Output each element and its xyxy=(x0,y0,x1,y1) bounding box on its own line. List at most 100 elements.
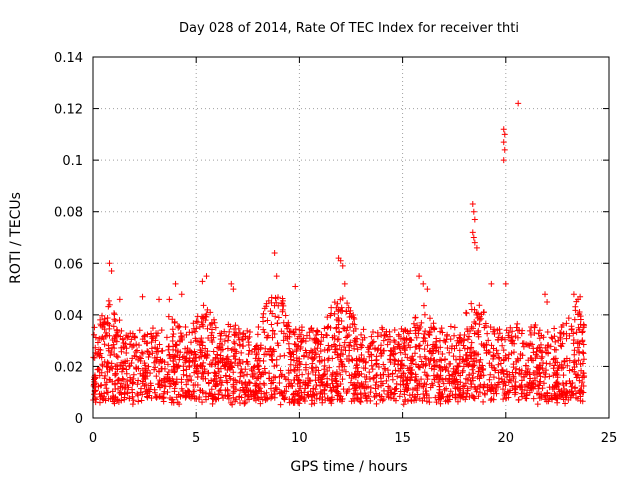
roti-point xyxy=(210,348,217,355)
roti-point xyxy=(471,318,478,325)
roti-point xyxy=(126,395,133,402)
roti-point xyxy=(129,379,136,386)
roti-point xyxy=(190,325,197,332)
x-tick-label: 10 xyxy=(291,431,308,446)
roti-point xyxy=(556,363,563,370)
roti-point xyxy=(310,385,317,392)
roti-point xyxy=(354,368,361,375)
roti-point xyxy=(387,339,394,346)
roti-point xyxy=(565,315,572,322)
roti-point xyxy=(490,374,497,381)
roti-point xyxy=(421,380,428,387)
roti-point xyxy=(459,393,466,400)
roti-point xyxy=(539,348,546,355)
roti-point xyxy=(416,381,423,388)
roti-point xyxy=(208,386,215,393)
roti-point xyxy=(294,380,301,387)
roti-point xyxy=(346,386,353,393)
roti-point xyxy=(404,387,411,394)
roti-point xyxy=(366,353,373,360)
roti-point xyxy=(118,368,125,375)
roti-point xyxy=(476,375,483,382)
roti-point xyxy=(351,345,358,352)
roti-point xyxy=(243,358,250,365)
roti-point xyxy=(267,385,274,392)
roti-point xyxy=(107,352,114,359)
roti-point xyxy=(324,324,331,331)
roti-point xyxy=(236,336,243,343)
roti-point xyxy=(437,372,444,379)
roti-point xyxy=(437,364,444,371)
roti-point xyxy=(257,371,264,378)
roti-point xyxy=(530,345,537,352)
roti-point xyxy=(477,382,484,389)
roti-point xyxy=(566,332,573,339)
roti-point xyxy=(104,332,111,339)
roti-point xyxy=(560,372,567,379)
roti-point xyxy=(329,355,336,362)
roti-point xyxy=(279,295,286,302)
roti-point xyxy=(459,367,466,374)
roti-point xyxy=(502,395,509,402)
roti-peak-point xyxy=(228,280,235,287)
roti-point xyxy=(424,342,431,349)
roti-point xyxy=(566,367,573,374)
roti-point xyxy=(514,334,521,341)
roti-point xyxy=(190,320,197,327)
roti-point xyxy=(270,373,277,380)
roti-point xyxy=(469,363,476,370)
roti-point xyxy=(173,379,180,386)
roti-point xyxy=(490,345,497,352)
roti-point xyxy=(115,385,122,392)
roti-point xyxy=(452,384,459,391)
roti-point xyxy=(201,366,208,373)
roti-point xyxy=(243,387,250,394)
roti-point xyxy=(573,329,580,336)
roti-point xyxy=(321,386,328,393)
roti-point xyxy=(313,328,320,335)
roti-point xyxy=(294,335,301,342)
roti-point xyxy=(241,400,248,407)
roti-point xyxy=(190,357,197,364)
roti-point xyxy=(392,385,399,392)
roti-point xyxy=(358,331,365,338)
roti-point xyxy=(224,337,231,344)
roti-point xyxy=(572,390,579,397)
roti-point xyxy=(539,365,546,372)
roti-point xyxy=(199,399,206,406)
roti-point xyxy=(527,375,534,382)
roti-point xyxy=(361,355,368,362)
roti-point xyxy=(168,396,175,403)
roti-point xyxy=(579,328,586,335)
roti-point xyxy=(340,386,347,393)
roti-point xyxy=(423,398,430,405)
roti-point xyxy=(545,350,552,357)
roti-point xyxy=(244,393,251,400)
roti-point xyxy=(296,366,303,373)
roti-point xyxy=(368,333,375,340)
roti-point xyxy=(201,352,208,359)
roti-point xyxy=(280,330,287,337)
roti-point xyxy=(197,362,204,369)
roti-point xyxy=(161,359,168,366)
roti-point xyxy=(413,385,420,392)
roti-point xyxy=(94,339,101,346)
roti-point xyxy=(281,396,288,403)
roti-peak-point xyxy=(178,291,185,298)
roti-point xyxy=(124,378,131,385)
roti-point xyxy=(512,379,519,386)
roti-point xyxy=(160,398,167,405)
roti-point xyxy=(546,373,553,380)
roti-point xyxy=(372,344,379,351)
roti-point xyxy=(244,327,251,334)
roti-point xyxy=(493,347,500,354)
roti-point xyxy=(375,364,382,371)
roti-point xyxy=(92,334,99,341)
roti-point xyxy=(303,332,310,339)
roti-point xyxy=(511,382,518,389)
roti-point xyxy=(446,349,453,356)
roti-point xyxy=(321,356,328,363)
roti-point xyxy=(103,385,110,392)
roti-point xyxy=(548,334,555,341)
